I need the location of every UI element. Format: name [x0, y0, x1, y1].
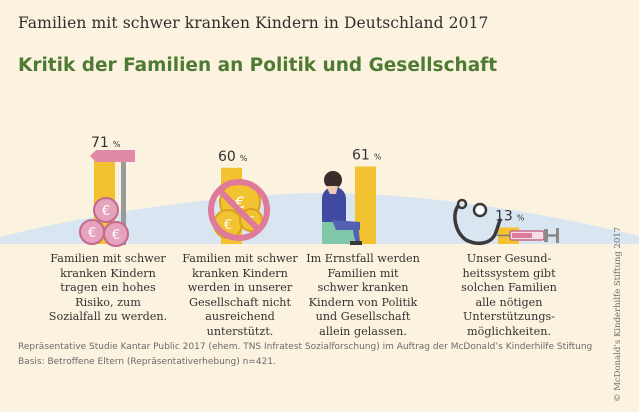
svg-text:€: €: [112, 228, 120, 243]
prohibited-coins-icon: € € €: [208, 179, 270, 241]
stethoscope-icon: [453, 198, 502, 246]
supertitle: Familien mit schwer kranken Kindern in D…: [18, 14, 489, 32]
svg-text:€: €: [235, 193, 245, 212]
value-label-4: 13%: [495, 208, 525, 224]
svg-text:€: €: [102, 204, 110, 219]
value-label-1: 71%: [91, 135, 121, 151]
value-label-2: 60%: [218, 149, 248, 165]
svg-text:€: €: [88, 226, 96, 241]
chart-title: Kritik der Familien an Politik und Gesel…: [18, 55, 498, 76]
svg-text:€: €: [224, 218, 232, 233]
source-line-1: Repräsentative Studie Kantar Public 2017…: [18, 342, 593, 352]
description-1: Familien mit schwer kranken Kindern trag…: [48, 252, 168, 324]
sitting-woman-icon: [322, 171, 362, 245]
coins-icon: € € €: [79, 197, 129, 247]
source-line-2: Basis: Betroffene Eltern (Repräsentative…: [18, 357, 276, 367]
description-2: Familien mit schwer kranken Kindern werd…: [182, 252, 298, 338]
description-3: Im Ernstfall werden Familien mit schwer …: [306, 252, 420, 338]
value-label-3: 61%: [352, 148, 382, 164]
value-labels-group: 71 % 60% 61 % 13%: [91, 135, 525, 225]
signpost-icon: [90, 150, 135, 245]
bar-3: [355, 166, 376, 244]
description-4: Unser Gesund- heitssystem gibt solchen F…: [461, 252, 557, 338]
copyright-credit: © McDonald’s Kinderhilfe Stiftung 2017: [613, 226, 623, 402]
syringe-icon: [497, 228, 559, 243]
